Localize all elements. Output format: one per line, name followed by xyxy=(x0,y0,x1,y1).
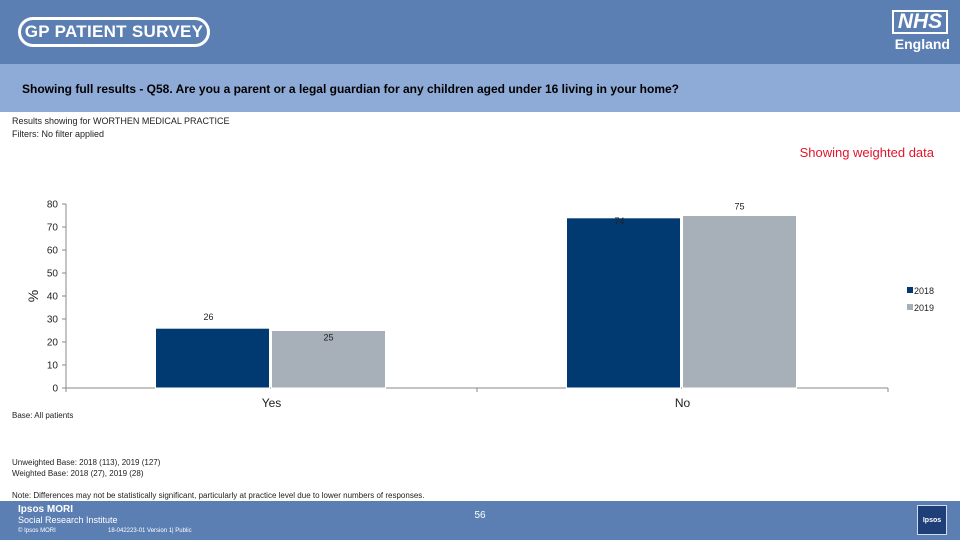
y-tick-label: 10 xyxy=(47,361,59,372)
header-bar xyxy=(0,0,960,64)
footer-bar xyxy=(0,501,960,540)
page-number: 56 xyxy=(474,510,486,521)
y-tick-label: 20 xyxy=(47,338,59,349)
question-bar xyxy=(0,64,960,112)
weighted-data-label: Showing weighted data xyxy=(799,145,934,160)
y-tick-label: 50 xyxy=(47,269,59,280)
gp-patient-survey-logo[interactable]: GP PATIENT SURVEY xyxy=(18,17,210,47)
ipsos-logo-icon: Ipsos xyxy=(917,505,947,535)
nhs-logo: NHS xyxy=(892,10,948,34)
y-tick-label: 80 xyxy=(47,200,59,211)
significance-note: Note: Differences may not be statistical… xyxy=(12,491,425,500)
data-label-2019-yes: 25 xyxy=(323,333,333,343)
job-number: 18-042223-01 Version 1| Public xyxy=(108,528,192,534)
data-label-2019-no: 75 xyxy=(734,202,744,212)
unweighted-base: Unweighted Base: 2018 (113), 2019 (127) xyxy=(12,458,161,467)
x-category-label: Yes xyxy=(262,396,282,410)
base-note: Base: All patients xyxy=(12,411,74,420)
y-axis-title: % xyxy=(25,290,41,302)
nhs-region-label: England xyxy=(894,36,950,52)
legend-label-2018: 2018 xyxy=(914,286,934,296)
bar-2019-yes xyxy=(271,330,386,389)
question-text: Showing full results - Q58. Are you a pa… xyxy=(22,82,680,96)
y-tick-label: 40 xyxy=(47,292,59,303)
bar-chart: 0 10 20 30 40 50 60 70 80% 26 25 Yes 74 75 No 2018 2019 xyxy=(25,200,934,411)
y-tick-label: 70 xyxy=(47,223,59,234)
results-for-label: Results showing for WORTHEN MEDICAL PRAC… xyxy=(12,116,230,126)
legend-label-2019: 2019 xyxy=(914,303,934,313)
filters-label: Filters: No filter applied xyxy=(12,129,105,139)
data-label-2018-yes: 26 xyxy=(203,312,213,322)
legend-swatch-2018 xyxy=(907,287,913,293)
y-tick-label: 60 xyxy=(47,246,59,257)
bar-2018-yes xyxy=(155,327,270,389)
legend-swatch-2019 xyxy=(907,304,913,310)
ipsos-mori-sub: Social Research Institute xyxy=(18,515,118,525)
y-tick-label: 0 xyxy=(52,384,58,395)
x-category-label: No xyxy=(675,396,691,410)
bar-2018-no xyxy=(566,217,681,389)
weighted-base: Weighted Base: 2018 (27), 2019 (28) xyxy=(12,469,144,478)
ipsos-mori-name: Ipsos MORI xyxy=(18,504,74,515)
bar-2019-no xyxy=(682,215,797,389)
data-label-2018-no: 74 xyxy=(614,216,624,226)
copyright-label: © Ipsos MORI xyxy=(18,528,56,534)
y-tick-label: 30 xyxy=(47,315,59,326)
